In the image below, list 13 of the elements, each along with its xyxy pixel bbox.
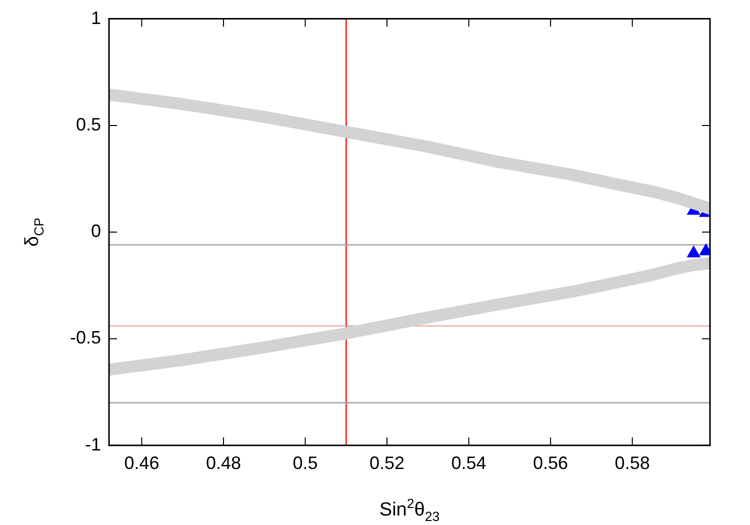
x-tick-label: 0.46 (124, 453, 160, 474)
x-tick-label: 0.54 (451, 453, 486, 474)
x-tick-label: 0.52 (370, 453, 405, 474)
y-tick-label: -0.5 (70, 328, 102, 348)
x-tick-label: 0.5 (292, 453, 318, 474)
x-tick-label: 0.48 (206, 453, 242, 474)
y-tick-label: 0.5 (76, 114, 102, 134)
y-tick-label: 0 (91, 221, 102, 242)
y-axis-title: δCP (22, 217, 47, 247)
x-tick-label: 0.56 (533, 453, 568, 474)
y-tick-label: 1 (91, 8, 102, 28)
x-tick-label: 0.58 (614, 453, 650, 474)
y-tick-label: -1 (85, 434, 102, 454)
